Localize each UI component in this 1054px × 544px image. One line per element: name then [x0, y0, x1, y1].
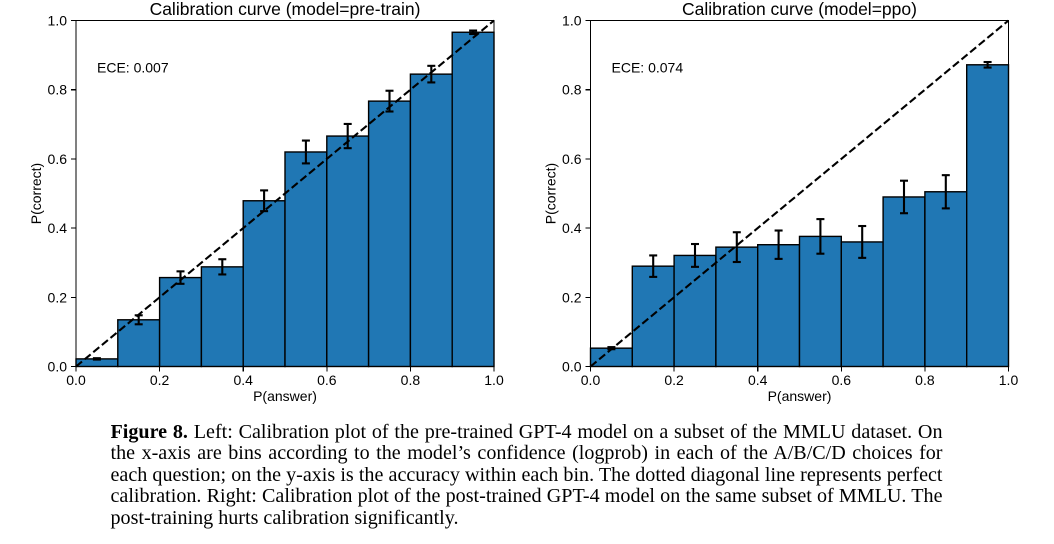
svg-text:P(correct): P(correct) [543, 163, 559, 224]
svg-text:0.6: 0.6 [48, 151, 68, 167]
svg-text:ECE: 0.074: ECE: 0.074 [612, 60, 684, 76]
svg-text:0.0: 0.0 [48, 359, 68, 375]
svg-text:0.0: 0.0 [562, 359, 582, 375]
svg-text:0.8: 0.8 [915, 372, 935, 388]
svg-text:0.6: 0.6 [832, 372, 852, 388]
svg-text:0.2: 0.2 [562, 289, 582, 305]
svg-text:0.8: 0.8 [48, 82, 68, 98]
svg-text:P(correct): P(correct) [28, 163, 44, 224]
svg-text:1.0: 1.0 [562, 13, 582, 29]
svg-text:P(answer): P(answer) [253, 388, 317, 404]
svg-text:1.0: 1.0 [999, 372, 1019, 388]
svg-text:0.2: 0.2 [664, 372, 684, 388]
svg-text:0.6: 0.6 [562, 151, 582, 167]
svg-text:0.0: 0.0 [581, 372, 601, 388]
svg-text:ECE: 0.007: ECE: 0.007 [97, 60, 169, 76]
svg-text:0.0: 0.0 [66, 372, 86, 388]
svg-text:0.4: 0.4 [748, 372, 768, 388]
svg-text:0.8: 0.8 [562, 82, 582, 98]
svg-text:1.0: 1.0 [484, 372, 504, 388]
svg-text:1.0: 1.0 [48, 13, 68, 29]
svg-text:P(answer): P(answer) [768, 388, 832, 404]
svg-text:0.2: 0.2 [48, 289, 68, 305]
svg-text:0.8: 0.8 [401, 372, 421, 388]
svg-text:0.4: 0.4 [48, 220, 68, 236]
svg-text:0.2: 0.2 [150, 372, 170, 388]
svg-text:0.4: 0.4 [233, 372, 253, 388]
svg-text:0.4: 0.4 [562, 220, 582, 236]
svg-text:Calibration curve (model=pre-t: Calibration curve (model=pre-train) [150, 0, 421, 19]
svg-text:Calibration curve (model=ppo): Calibration curve (model=ppo) [682, 0, 917, 19]
svg-text:0.6: 0.6 [317, 372, 337, 388]
